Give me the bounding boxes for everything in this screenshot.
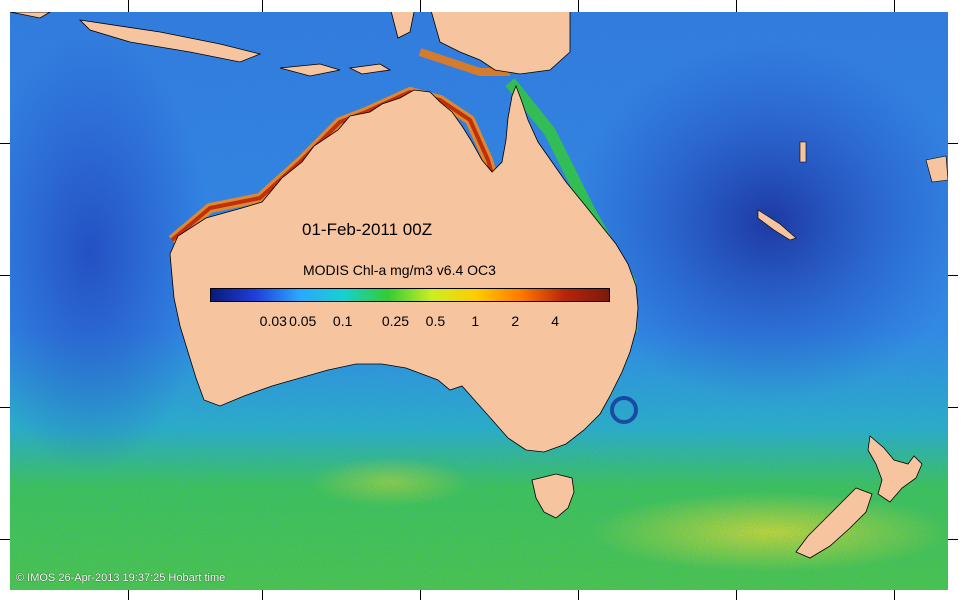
frame-tick (948, 275, 958, 276)
frame-tick (948, 143, 958, 144)
colorbar-tick-label: 0.5 (425, 313, 446, 329)
frame-tick (0, 275, 10, 276)
ocean-eddy (610, 396, 638, 424)
frame-tick (262, 0, 263, 12)
colorbar-tick-label: 1 (471, 313, 480, 329)
frame-tick (420, 590, 421, 600)
colorbar-tick-label: 0.05 (289, 313, 317, 329)
frame-tick (0, 407, 10, 408)
frame-tick (0, 143, 10, 144)
colorbar-tick-label: 0.1 (332, 313, 353, 329)
credit-label: © IMOS 26-Apr-2013 19:37:25 Hobart time (16, 572, 226, 584)
date-label: 01-Feb-2011 00Z (302, 220, 433, 239)
frame-tick (948, 407, 958, 408)
frame-tick (578, 590, 579, 600)
indonesian-islands (10, 12, 415, 77)
pacific-islands (757, 141, 948, 241)
frame-tick (420, 0, 421, 12)
frame-tick (262, 590, 263, 600)
frame-tick (894, 0, 895, 12)
frame-tick (736, 590, 737, 600)
frame-tick (128, 0, 129, 12)
frame-tick (0, 539, 10, 540)
frame-tick (948, 539, 958, 540)
australia-landmass (169, 84, 639, 453)
colorbar-tick-label: 0.03 (259, 313, 287, 329)
frame-tick (128, 590, 129, 600)
colorbar-tick-label: 4 (551, 313, 560, 329)
frame-tick (894, 590, 895, 600)
colorbar-tick-label: 2 (511, 313, 520, 329)
colorbar-tick-label: 0.25 (381, 313, 410, 329)
frame-tick (578, 0, 579, 12)
frame-tick (736, 0, 737, 12)
colorbar (210, 288, 610, 302)
new-guinea-landmass (431, 12, 571, 75)
tasmania-landmass (531, 473, 575, 519)
new-zealand-landmass (795, 435, 923, 559)
colorbar-title: MODIS Chl-a mg/m3 v6.4 OC3 (303, 262, 496, 278)
